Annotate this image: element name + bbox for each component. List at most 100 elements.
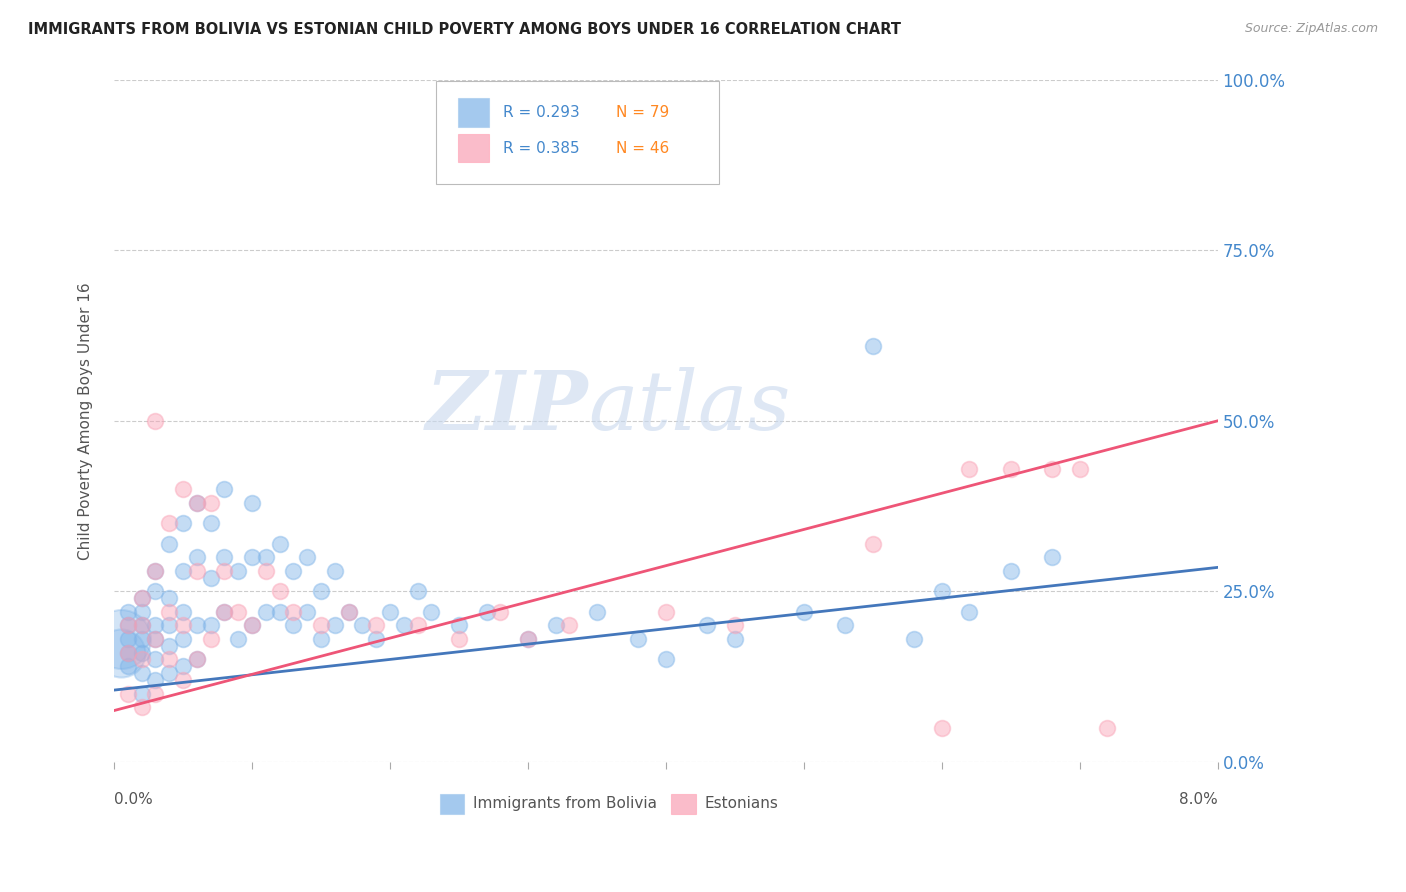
Point bbox=[157, 591, 180, 605]
Point bbox=[931, 721, 953, 735]
Point bbox=[655, 652, 678, 666]
Point bbox=[172, 482, 194, 496]
Point bbox=[793, 605, 815, 619]
Point bbox=[447, 618, 470, 632]
FancyBboxPatch shape bbox=[672, 794, 696, 814]
Point bbox=[214, 564, 236, 578]
Point bbox=[240, 495, 263, 509]
Point bbox=[862, 536, 884, 550]
Text: atlas: atlas bbox=[589, 368, 792, 447]
Point bbox=[131, 686, 153, 700]
Point bbox=[516, 632, 538, 646]
Point bbox=[406, 584, 429, 599]
Point bbox=[309, 632, 332, 646]
Point bbox=[131, 591, 153, 605]
Point bbox=[157, 652, 180, 666]
Point bbox=[186, 495, 208, 509]
Point bbox=[172, 618, 194, 632]
Point bbox=[186, 550, 208, 565]
Point bbox=[117, 618, 139, 632]
Point bbox=[157, 516, 180, 530]
Point bbox=[145, 414, 167, 428]
Point bbox=[200, 571, 222, 585]
Point bbox=[1069, 461, 1091, 475]
Point bbox=[145, 564, 167, 578]
Point bbox=[352, 618, 374, 632]
Point bbox=[117, 646, 139, 660]
Point bbox=[475, 605, 498, 619]
Point bbox=[214, 605, 236, 619]
Point bbox=[254, 605, 277, 619]
Point bbox=[337, 605, 360, 619]
Text: 8.0%: 8.0% bbox=[1180, 792, 1218, 807]
Point bbox=[172, 564, 194, 578]
Point bbox=[145, 632, 167, 646]
Point bbox=[323, 564, 346, 578]
Point bbox=[214, 550, 236, 565]
Point bbox=[200, 516, 222, 530]
Point bbox=[172, 516, 194, 530]
Point bbox=[309, 584, 332, 599]
Text: N = 79: N = 79 bbox=[616, 105, 669, 120]
Point bbox=[157, 639, 180, 653]
Point bbox=[724, 618, 747, 632]
Point bbox=[117, 605, 139, 619]
Text: R = 0.385: R = 0.385 bbox=[502, 141, 579, 155]
Point bbox=[655, 605, 678, 619]
Point bbox=[131, 618, 153, 632]
Point bbox=[186, 652, 208, 666]
Point bbox=[378, 605, 401, 619]
Point bbox=[157, 536, 180, 550]
Point bbox=[117, 686, 139, 700]
Point bbox=[558, 618, 581, 632]
Point bbox=[489, 605, 512, 619]
Point bbox=[214, 605, 236, 619]
Point bbox=[516, 632, 538, 646]
Point bbox=[586, 605, 609, 619]
Point bbox=[254, 564, 277, 578]
Point bbox=[254, 550, 277, 565]
Text: IMMIGRANTS FROM BOLIVIA VS ESTONIAN CHILD POVERTY AMONG BOYS UNDER 16 CORRELATIO: IMMIGRANTS FROM BOLIVIA VS ESTONIAN CHIL… bbox=[28, 22, 901, 37]
Point bbox=[200, 632, 222, 646]
Point bbox=[420, 605, 443, 619]
Point bbox=[724, 632, 747, 646]
Point bbox=[931, 584, 953, 599]
Point bbox=[157, 666, 180, 681]
Point bbox=[283, 605, 305, 619]
Point bbox=[145, 673, 167, 687]
Point bbox=[392, 618, 415, 632]
Point bbox=[862, 339, 884, 353]
Point bbox=[1097, 721, 1119, 735]
Point bbox=[1000, 461, 1022, 475]
Point bbox=[544, 618, 567, 632]
Point bbox=[110, 646, 132, 660]
Point bbox=[297, 605, 319, 619]
Point bbox=[696, 618, 718, 632]
Point bbox=[323, 618, 346, 632]
Text: ZIP: ZIP bbox=[426, 368, 589, 447]
FancyBboxPatch shape bbox=[440, 794, 464, 814]
Point bbox=[240, 618, 263, 632]
Point bbox=[172, 673, 194, 687]
FancyBboxPatch shape bbox=[458, 134, 489, 162]
FancyBboxPatch shape bbox=[458, 98, 489, 127]
Point bbox=[186, 652, 208, 666]
Point bbox=[957, 461, 980, 475]
Point bbox=[269, 536, 291, 550]
Text: R = 0.293: R = 0.293 bbox=[502, 105, 579, 120]
Point bbox=[406, 618, 429, 632]
FancyBboxPatch shape bbox=[436, 81, 718, 185]
Text: N = 46: N = 46 bbox=[616, 141, 669, 155]
Point bbox=[240, 550, 263, 565]
Text: 0.0%: 0.0% bbox=[114, 792, 153, 807]
Point bbox=[172, 632, 194, 646]
Point bbox=[172, 659, 194, 673]
Point bbox=[366, 632, 388, 646]
Point bbox=[269, 605, 291, 619]
Point bbox=[117, 618, 139, 632]
Point bbox=[1000, 564, 1022, 578]
Point bbox=[131, 605, 153, 619]
Point bbox=[131, 700, 153, 714]
Text: Source: ZipAtlas.com: Source: ZipAtlas.com bbox=[1244, 22, 1378, 36]
Point bbox=[447, 632, 470, 646]
